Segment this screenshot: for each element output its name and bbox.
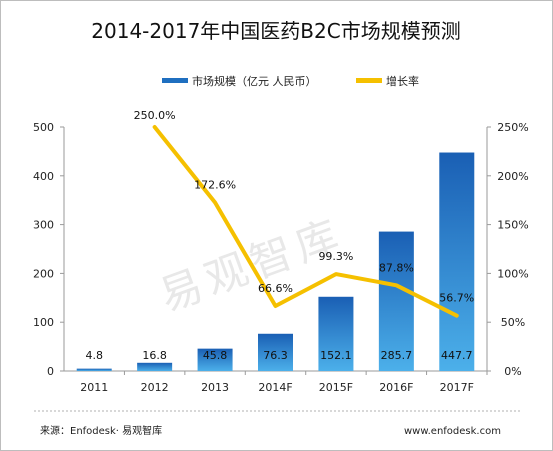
bar-value-label: 76.3 [263, 349, 288, 362]
bar-value-label: 4.8 [85, 349, 103, 362]
y-right-tick-label: 100% [497, 267, 528, 280]
growth-value-label: 66.6% [258, 282, 293, 295]
x-tick-label: 2014F [258, 381, 292, 394]
growth-value-label: 87.8% [379, 261, 414, 274]
bar [318, 296, 354, 371]
y-left-tick-label: 100 [33, 316, 54, 329]
legend-bar-label: 市场规模（亿元 人民币） [192, 74, 317, 88]
y-left-tick-label: 300 [33, 219, 54, 232]
growth-value-label: 56.7% [439, 292, 474, 305]
legend-line-swatch [356, 78, 382, 83]
y-left-tick-label: 200 [33, 267, 54, 280]
bar-series [76, 152, 475, 371]
bar [258, 333, 293, 371]
bar [76, 368, 112, 371]
bar [378, 231, 414, 371]
bar-value-label: 285.7 [381, 349, 413, 362]
legend: 市场规模（亿元 人民币） 增长率 [162, 74, 419, 88]
x-tick-label: 2011 [80, 381, 108, 394]
x-tick-label: 2013 [201, 381, 229, 394]
x-tick-label: 2017F [440, 381, 474, 394]
growth-labels: 250.0% 172.6% 66.6% 99.3% 87.8% 56.7% [134, 109, 475, 305]
legend-bar-swatch [162, 78, 188, 83]
bar-labels: 4.8 16.8 45.8 76.3 152.1 285.7 447.7 [85, 349, 472, 362]
y-left-tick-label: 0 [47, 365, 54, 378]
y-right-ticks: 0% 50% 100% 150% 200% 250% [487, 121, 529, 378]
bar-value-label: 152.1 [320, 349, 352, 362]
chart-title: 2014-2017年中国医药B2C市场规模预测 [91, 19, 460, 43]
source-text: 来源：Enfodesk· 易观智库 [40, 424, 162, 437]
y-right-tick-label: 0% [504, 365, 521, 378]
y-left-ticks: 0 100 200 300 400 500 [33, 121, 64, 378]
y-left-tick-label: 400 [33, 170, 54, 183]
bar [137, 362, 173, 371]
bar-value-label: 447.7 [441, 349, 473, 362]
y-right-tick-label: 250% [497, 121, 528, 134]
bar [197, 348, 233, 371]
bar-value-label: 45.8 [203, 349, 228, 362]
legend-line-label: 增长率 [386, 74, 419, 88]
x-tick-label: 2012 [141, 381, 169, 394]
growth-value-label: 172.6% [194, 179, 236, 192]
website-text: www.enfodesk.com [404, 426, 501, 437]
growth-line-series [152, 125, 459, 318]
y-right-tick-label: 200% [497, 170, 528, 183]
x-tick-label: 2016F [379, 381, 413, 394]
y-right-tick-label: 50% [501, 316, 525, 329]
bar [439, 152, 475, 371]
y-right-tick-label: 150% [497, 219, 528, 232]
x-ticks: 2011 2012 2013 2014F 2015F 2016F 2017F [80, 371, 488, 394]
growth-value-label: 99.3% [318, 250, 353, 263]
growth-value-label: 250.0% [134, 109, 176, 122]
bar-value-label: 16.8 [142, 349, 167, 362]
y-left-tick-label: 500 [33, 121, 54, 134]
growth-line [152, 125, 459, 318]
x-tick-label: 2015F [319, 381, 353, 394]
